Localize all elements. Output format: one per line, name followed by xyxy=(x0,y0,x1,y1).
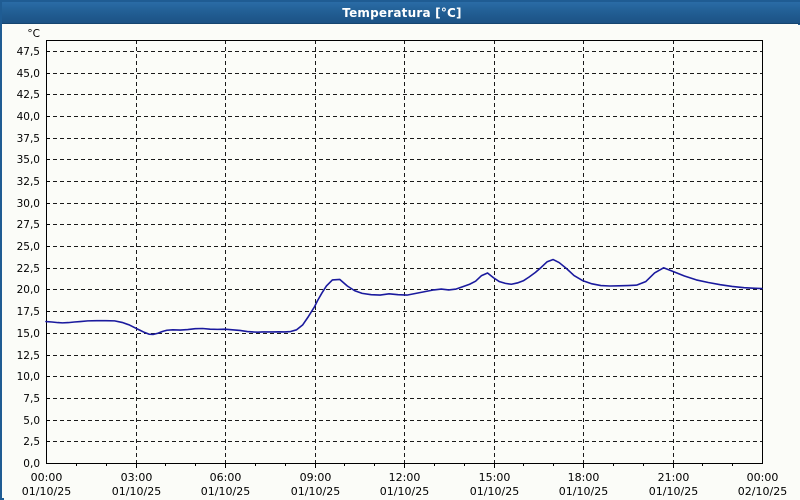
y-axis-tick-label: 42,5 xyxy=(17,89,40,101)
y-axis-tick-label: 27,5 xyxy=(17,219,40,231)
y-axis-tick-labels: 0,0 2,5 5,0 7,5 10,0 12,5 15,0 17,5 20,0 22,5 25,0… xyxy=(17,46,40,470)
y-axis-tick-label: 17,5 xyxy=(17,306,40,318)
x-axis-time-label: 21:00 xyxy=(658,471,690,484)
x-axis-time-label: 09:00 xyxy=(300,471,332,484)
x-axis-date-label: 01/10/25 xyxy=(559,485,608,498)
x-axis-date-label: 01/10/25 xyxy=(649,485,698,498)
x-axis-date-label: 01/10/25 xyxy=(380,485,429,498)
chart-canvas: 0,0 2,5 5,0 7,5 10,0 12,5 15,0 17,5 20,0 22,5 25,0… xyxy=(4,25,800,500)
x-axis-tick-labels: 00:0001/10/2503:0001/10/2506:0001/10/250… xyxy=(22,471,787,498)
x-axis-date-label: 02/10/25 xyxy=(738,485,787,498)
vertical-gridlines xyxy=(136,40,674,463)
window-title-bar: Temperatura [°C] xyxy=(2,2,800,24)
x-axis-date-label: 01/10/25 xyxy=(470,485,519,498)
x-axis-time-label: 00:00 xyxy=(31,471,63,484)
x-axis-date-label: 01/10/25 xyxy=(291,485,340,498)
x-axis-time-label: 00:00 xyxy=(747,471,779,484)
plot-axis-frame xyxy=(46,40,763,464)
y-axis-tick-label: 30,0 xyxy=(17,198,40,210)
y-axis-tick-label: 35,0 xyxy=(17,154,40,166)
y-axis-tick-label: 47,5 xyxy=(17,46,40,58)
y-axis-tick-label: 5,0 xyxy=(23,415,40,427)
temperature-line-chart: 0,0 2,5 5,0 7,5 10,0 12,5 15,0 17,5 20,0 22,5 25,0… xyxy=(17,28,788,498)
y-axis-tick-label: 22,5 xyxy=(17,263,40,275)
y-axis-tick-label: 12,5 xyxy=(17,350,40,362)
y-axis-tick-label: 2,5 xyxy=(23,436,40,448)
y-axis-tick-label: 25,0 xyxy=(17,241,40,253)
y-axis-tick-label: 10,0 xyxy=(17,371,40,383)
x-axis-time-label: 12:00 xyxy=(389,471,421,484)
x-axis-time-label: 03:00 xyxy=(121,471,153,484)
y-axis-tick-label: 0,0 xyxy=(23,458,40,470)
x-axis-time-label: 06:00 xyxy=(210,471,242,484)
y-axis-tick-label: 7,5 xyxy=(23,393,40,405)
x-axis-date-label: 01/10/25 xyxy=(22,485,71,498)
y-axis-tick-label: 37,5 xyxy=(17,133,40,145)
axis-ticks xyxy=(46,51,733,468)
page-title: Temperatura [°C] xyxy=(342,6,462,20)
x-axis-date-label: 01/10/25 xyxy=(112,485,161,498)
y-axis-tick-label: 40,0 xyxy=(17,111,40,123)
x-axis-time-label: 15:00 xyxy=(479,471,511,484)
temperature-series-line xyxy=(45,258,763,336)
y-axis-tick-label: 15,0 xyxy=(17,328,40,340)
y-axis-unit-label: °C xyxy=(27,28,40,40)
x-axis-time-label: 18:00 xyxy=(568,471,600,484)
y-axis-tick-label: 32,5 xyxy=(17,176,40,188)
y-axis-tick-label: 45,0 xyxy=(17,68,40,80)
y-axis-tick-label: 20,0 xyxy=(17,284,40,296)
x-axis-date-label: 01/10/25 xyxy=(201,485,250,498)
